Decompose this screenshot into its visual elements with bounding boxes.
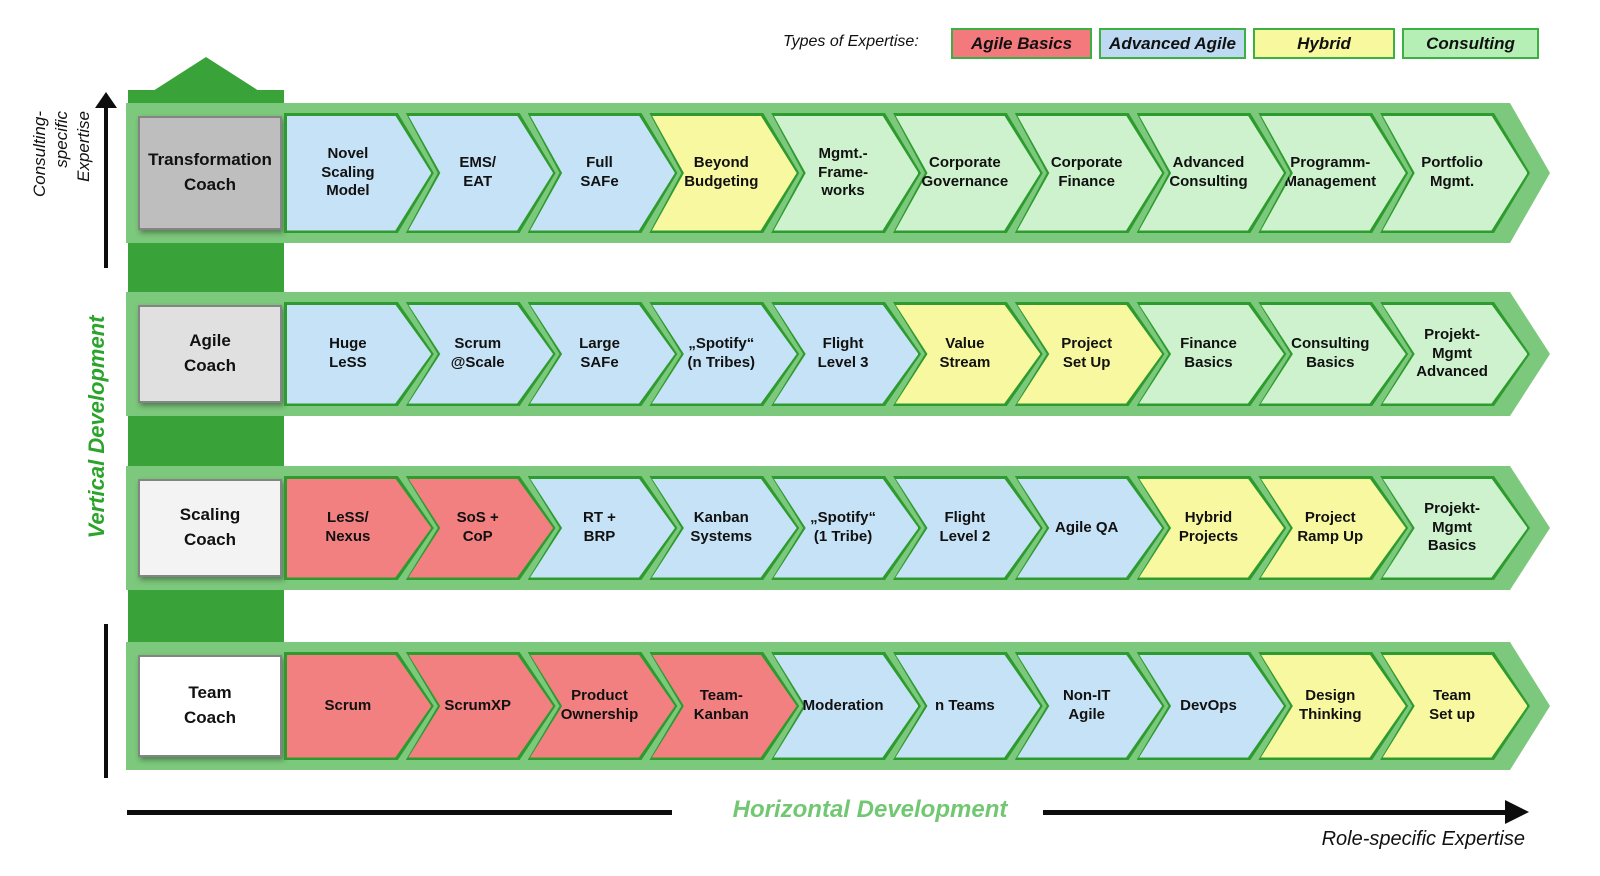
skill-label: Programm- Management <box>1284 154 1377 190</box>
skill-chevron: Projekt- Mgmt Basics <box>1380 476 1530 580</box>
skill-label: Full SAFe <box>580 154 619 190</box>
skill-label: Projekt- Mgmt Advanced <box>1416 325 1488 381</box>
skill-label: Advanced Consulting <box>1169 154 1248 190</box>
skill-chevron: Projekt- Mgmt Advanced <box>1380 302 1530 406</box>
skill-chevron: Scrum <box>284 652 434 760</box>
skill-chevron: Team- Kanban <box>649 652 799 760</box>
skill-label: Mgmt.- Frame- works <box>818 144 869 200</box>
skill-label: LeSS/ Nexus <box>325 509 371 545</box>
skill-label: EMS/ EAT <box>459 154 497 190</box>
vertical-axis-line-bottom <box>104 624 108 778</box>
vertical-development-label: Vertical Development <box>84 315 109 539</box>
skill-path: Scrum ScrumXP Product Ownership Team- Kanba… <box>284 652 1530 760</box>
skill-label: „Spotify“ (1 Tribe) <box>810 509 876 545</box>
skill-label: Project Set Up <box>1061 335 1113 371</box>
skill-chevron: Beyond Budgeting <box>649 113 799 233</box>
legend-item-consulting: Consulting <box>1402 28 1539 59</box>
skill-label: Moderation <box>802 696 884 714</box>
skill-label: DevOps <box>1180 696 1237 714</box>
skill-chevron: Huge LeSS <box>284 302 434 406</box>
vertical-axis-arrowhead-icon <box>95 92 117 108</box>
horizontal-axis-line-left <box>127 810 672 815</box>
skill-label: Consulting Basics <box>1291 335 1370 371</box>
horizontal-axis-line-right <box>1043 810 1505 815</box>
skill-path: Novel Scaling Model EMS/ EAT Full SAFe Beyo… <box>284 113 1530 233</box>
coach-row-3: Scaling Coach LeSS/ Nexus SoS + CoP RT + BR… <box>126 466 1550 590</box>
skill-label: Kanban Systems <box>690 509 753 545</box>
skill-chevron: LeSS/ Nexus <box>284 476 434 580</box>
skill-label: Product Ownership <box>560 687 639 723</box>
skill-label: Scrum @Scale <box>450 335 505 371</box>
legend-item-basics: Agile Basics <box>951 28 1092 59</box>
skill-label: Scrum <box>324 696 372 714</box>
coach-row-4: Team Coach Scrum ScrumXP Product Ownership T… <box>126 642 1550 770</box>
skill-label: Value Stream <box>939 335 991 371</box>
skill-chevron: Design Thinking <box>1258 652 1408 760</box>
skill-label: Corporate Governance <box>921 154 1009 190</box>
skill-label: Flight Level 3 <box>817 335 869 371</box>
vertical-axis-line-top <box>104 106 108 268</box>
skill-label: Team- Kanban <box>693 687 749 723</box>
skill-label: Novel Scaling Model <box>321 144 375 200</box>
skill-chevron-fill <box>287 305 432 404</box>
coach-label-box: Team Coach <box>138 655 282 757</box>
skill-label: Agile QA <box>1055 518 1119 536</box>
skill-label: Non-IT Agile <box>1062 687 1111 723</box>
horizontal-development-label: Horizontal Development <box>732 796 1008 823</box>
coach-row-1: Transformation Coach Novel Scaling Model E… <box>126 103 1550 243</box>
skill-chevron: Full SAFe <box>528 113 678 233</box>
legend-title: Types of Expertise: <box>783 33 919 50</box>
skill-path: LeSS/ Nexus SoS + CoP RT + BRP Kanban Syste… <box>284 476 1530 580</box>
coach-label-box: Transformation Coach <box>138 116 282 230</box>
consulting-specific-expertise-label: Consulting- specific Expertise <box>30 111 94 197</box>
skill-label: n Teams <box>935 696 995 714</box>
skill-label: Beyond Budgeting <box>684 154 759 190</box>
skill-label: Large SAFe <box>579 335 620 371</box>
skill-chevron: Novel Scaling Model <box>284 113 434 233</box>
skill-label: Design Thinking <box>1299 687 1362 723</box>
skill-chevron-fill <box>287 479 432 578</box>
coach-row-2: Agile Coach Huge LeSS Scrum @Scale Large SA… <box>126 292 1550 416</box>
skill-chevron: ScrumXP <box>406 652 556 760</box>
skill-label: RT + BRP <box>583 509 616 545</box>
skill-label: „Spotify“ (n Tribes) <box>687 335 756 371</box>
legend-item-hybrid: Hybrid <box>1253 28 1395 59</box>
legend: Agile Basics Advanced Agile Hybrid Consulti… <box>951 28 1539 59</box>
coach-label-box: Agile Coach <box>138 305 282 403</box>
horizontal-axis-arrowhead-icon <box>1505 800 1529 824</box>
coach-label: Team Coach <box>184 683 236 727</box>
skill-path: Huge LeSS Scrum @Scale Large SAFe „Spotify“… <box>284 302 1530 406</box>
skill-chevron-fill <box>287 116 432 231</box>
coach-label: Scaling Coach <box>179 505 241 549</box>
skill-label: SoS + CoP <box>456 509 499 545</box>
skill-label: Corporate Finance <box>1050 154 1123 190</box>
coach-label: Transformation Coach <box>148 150 272 194</box>
skill-chevron: Flight Level 2 <box>893 476 1043 580</box>
skill-chevron-fill <box>287 655 432 758</box>
skill-label: Team Set up <box>1429 687 1475 723</box>
skill-label: Project Ramp Up <box>1297 509 1364 545</box>
skill-label: Finance Basics <box>1180 335 1237 371</box>
skill-chevron: Corporate Governance <box>893 113 1043 233</box>
coach-label-box: Scaling Coach <box>138 479 282 577</box>
skill-label: Huge LeSS <box>329 335 367 371</box>
skill-label: Portfolio Mgmt. <box>1421 154 1483 190</box>
legend-item-advanced: Advanced Agile <box>1099 28 1246 59</box>
skill-label: Flight Level 2 <box>939 509 991 545</box>
skill-label: Hybrid Projects <box>1178 509 1239 545</box>
skill-label: Projekt- Mgmt Basics <box>1424 499 1480 555</box>
coach-label: Agile Coach <box>184 331 236 375</box>
skill-label: ScrumXP <box>444 696 512 714</box>
role-specific-expertise-label: Role-specific Expertise <box>1321 828 1525 850</box>
